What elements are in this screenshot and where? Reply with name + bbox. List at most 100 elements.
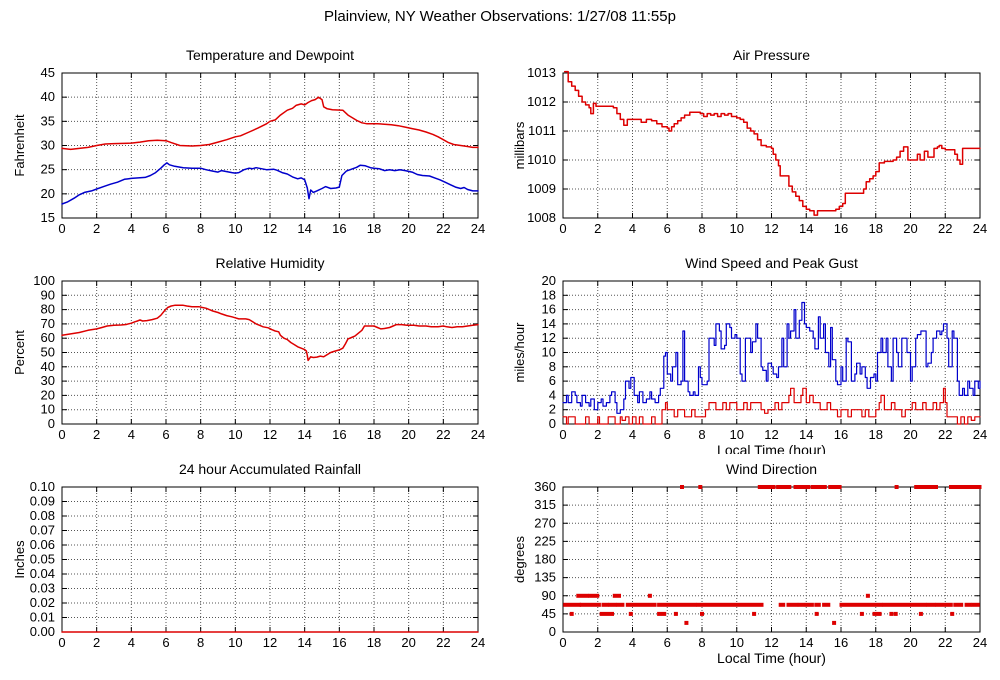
svg-text:14: 14 [799, 427, 813, 442]
svg-text:1008: 1008 [527, 210, 556, 225]
svg-text:14: 14 [542, 316, 556, 331]
svg-text:6: 6 [162, 635, 169, 650]
svg-text:14: 14 [799, 635, 813, 650]
svg-text:4: 4 [128, 635, 135, 650]
svg-text:6: 6 [664, 221, 671, 236]
svg-text:16: 16 [542, 302, 556, 317]
svg-text:180: 180 [534, 552, 556, 567]
svg-text:18: 18 [542, 287, 556, 302]
svg-text:0.04: 0.04 [30, 566, 55, 581]
svg-text:24: 24 [471, 221, 485, 236]
svg-text:18: 18 [367, 635, 381, 650]
chart-title: Temperature and Dewpoint [186, 47, 354, 63]
svg-text:0.09: 0.09 [30, 494, 55, 509]
svg-text:90: 90 [41, 287, 55, 302]
svg-text:0: 0 [549, 624, 556, 639]
svg-text:1013: 1013 [527, 65, 556, 80]
svg-text:12: 12 [263, 221, 277, 236]
svg-text:40: 40 [41, 89, 55, 104]
svg-text:20: 20 [401, 427, 415, 442]
y-axis-label: millibars [512, 121, 527, 169]
svg-text:20: 20 [401, 221, 415, 236]
y-axis-label: degrees [512, 536, 527, 583]
svg-text:12: 12 [263, 427, 277, 442]
svg-text:12: 12 [764, 635, 778, 650]
y-axis-label: miles/hour [512, 322, 527, 383]
svg-text:0.10: 0.10 [30, 479, 55, 494]
svg-text:18: 18 [869, 635, 883, 650]
svg-text:24: 24 [973, 427, 987, 442]
svg-text:2: 2 [93, 221, 100, 236]
svg-text:20: 20 [41, 186, 55, 201]
wind-direction-chart: 0 2 4 6 8 10 12 14 16 18 20 22 240459013518022527031… [512, 461, 987, 666]
svg-text:16: 16 [332, 427, 346, 442]
svg-text:30: 30 [41, 373, 55, 388]
svg-text:2: 2 [93, 635, 100, 650]
svg-text:4: 4 [629, 635, 636, 650]
svg-text:0: 0 [559, 221, 566, 236]
svg-text:24: 24 [471, 635, 485, 650]
svg-text:0.05: 0.05 [30, 552, 55, 567]
svg-text:22: 22 [436, 427, 450, 442]
y-axis-label: Inches [12, 540, 27, 579]
svg-text:25: 25 [41, 162, 55, 177]
chart-title: Wind Speed and Peak Gust [685, 255, 858, 271]
svg-text:22: 22 [938, 221, 952, 236]
svg-text:4: 4 [629, 427, 636, 442]
svg-text:0.00: 0.00 [30, 624, 55, 639]
svg-text:40: 40 [41, 359, 55, 374]
svg-text:225: 225 [534, 533, 556, 548]
svg-text:45: 45 [542, 606, 556, 621]
chart-title: Relative Humidity [216, 255, 325, 271]
svg-text:8: 8 [698, 221, 705, 236]
svg-text:80: 80 [41, 302, 55, 317]
svg-text:0.08: 0.08 [30, 508, 55, 523]
x-axis-label: Local Time (hour) [717, 442, 826, 454]
svg-text:8: 8 [197, 427, 204, 442]
svg-text:2: 2 [93, 427, 100, 442]
svg-text:0: 0 [559, 635, 566, 650]
svg-text:20: 20 [41, 387, 55, 402]
svg-text:0: 0 [549, 416, 556, 431]
svg-text:14: 14 [297, 427, 311, 442]
svg-text:22: 22 [938, 427, 952, 442]
svg-text:14: 14 [297, 635, 311, 650]
y-axis-label: Fahrenheit [12, 114, 27, 177]
svg-text:45: 45 [41, 65, 55, 80]
svg-text:12: 12 [764, 221, 778, 236]
svg-text:6: 6 [162, 221, 169, 236]
svg-text:0.03: 0.03 [30, 581, 55, 596]
svg-text:22: 22 [938, 635, 952, 650]
svg-text:10: 10 [228, 221, 242, 236]
svg-text:24: 24 [471, 427, 485, 442]
svg-text:0: 0 [58, 221, 65, 236]
svg-text:1011: 1011 [528, 123, 556, 138]
svg-text:18: 18 [367, 221, 381, 236]
svg-text:10: 10 [730, 221, 744, 236]
svg-text:6: 6 [664, 427, 671, 442]
rainfall-chart: 0 2 4 6 8 10 12 14 16 18 20 22 240.000.010.020.030.0… [12, 461, 485, 650]
svg-text:0: 0 [58, 635, 65, 650]
chart-title: Wind Direction [726, 461, 817, 477]
plot-area: 0 2 4 6 8 10 12 14 16 18 20 22 240102030405060708090… [33, 273, 485, 442]
svg-text:12: 12 [542, 330, 556, 345]
svg-text:35: 35 [41, 113, 55, 128]
svg-text:16: 16 [834, 635, 848, 650]
svg-text:18: 18 [869, 427, 883, 442]
svg-text:4: 4 [128, 221, 135, 236]
svg-text:16: 16 [834, 221, 848, 236]
svg-text:18: 18 [367, 427, 381, 442]
svg-text:22: 22 [436, 635, 450, 650]
svg-text:2: 2 [594, 221, 601, 236]
air-pressure-chart: 0 2 4 6 8 10 12 14 16 18 20 22 241008100910101011101… [512, 47, 987, 236]
svg-text:0.06: 0.06 [30, 537, 55, 552]
svg-text:10: 10 [228, 635, 242, 650]
page-title: Plainview, NY Weather Observations: 1/27… [324, 8, 676, 25]
svg-text:20: 20 [903, 427, 917, 442]
svg-text:2: 2 [549, 402, 556, 417]
svg-text:30: 30 [41, 138, 55, 153]
svg-text:12: 12 [764, 427, 778, 442]
svg-text:360: 360 [534, 479, 556, 494]
